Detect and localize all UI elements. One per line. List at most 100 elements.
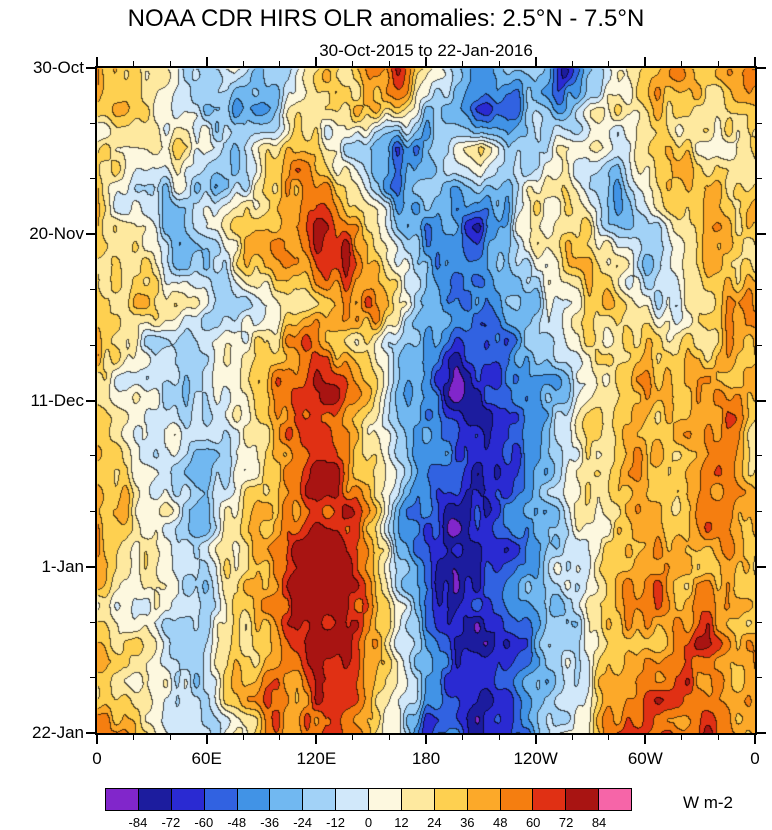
x-tick-label: 60W — [627, 749, 663, 768]
tick-mark — [90, 621, 95, 623]
colorbar-cell — [105, 788, 139, 811]
tick-mark — [757, 122, 762, 124]
tick-mark — [757, 565, 766, 568]
tick-mark — [757, 233, 766, 236]
tick-mark — [352, 61, 354, 66]
x-tick-label: 120E — [296, 749, 337, 768]
tick-mark — [86, 565, 95, 568]
tick-mark — [534, 57, 537, 66]
tick-mark — [90, 178, 95, 180]
colorbar-tick-label: 84 — [591, 815, 607, 830]
tick-mark — [86, 732, 95, 734]
tick-mark — [388, 61, 390, 66]
x-tick-label: 120W — [513, 749, 558, 768]
tick-mark — [757, 677, 762, 679]
tick-mark — [754, 57, 756, 66]
tick-mark — [571, 61, 573, 66]
y-tick-label: 30-Oct — [32, 58, 84, 77]
tick-mark — [169, 61, 171, 66]
tick-mark — [86, 399, 95, 402]
colorbar-cell — [400, 788, 435, 811]
tick-mark — [86, 233, 95, 236]
x-tick-label: 0 — [750, 749, 760, 768]
tick-mark — [571, 735, 573, 740]
tick-mark — [315, 735, 318, 744]
tick-mark — [96, 735, 98, 744]
tick-mark — [608, 735, 610, 740]
colorbar-cell — [598, 788, 632, 811]
tick-mark — [462, 735, 464, 740]
colorbar-tick-label: -84 — [128, 815, 148, 830]
tick-mark — [717, 61, 719, 66]
chart-subtitle: 30-Oct-2015 to 22-Jan-2016 — [319, 41, 533, 60]
tick-mark — [96, 57, 98, 66]
tick-mark — [757, 178, 762, 180]
tick-mark — [498, 61, 500, 66]
tick-mark — [754, 735, 756, 744]
plot-area — [95, 66, 757, 735]
units-label: W m-2 — [682, 793, 734, 812]
colorbar-tick-label: 72 — [558, 815, 574, 830]
tick-mark — [133, 735, 135, 740]
tick-mark — [681, 735, 683, 740]
colorbar — [105, 788, 632, 811]
tick-mark — [242, 735, 244, 740]
colorbar-tick-label: -48 — [227, 815, 247, 830]
x-tick-label: 0 — [92, 749, 102, 768]
tick-mark — [90, 510, 95, 512]
tick-mark — [242, 61, 244, 66]
colorbar-tick-label: -60 — [194, 815, 214, 830]
colorbar-tick-label: 36 — [460, 815, 475, 830]
tick-mark — [205, 57, 208, 66]
y-tick-label: 1-Jan — [41, 556, 84, 576]
tick-mark — [352, 735, 354, 740]
tick-mark — [90, 455, 95, 457]
y-tick-label: 11-Dec — [30, 390, 84, 410]
tick-mark — [498, 735, 500, 740]
tick-mark — [757, 67, 766, 69]
tick-mark — [86, 67, 95, 69]
y-tick-label: 22-Jan — [32, 723, 84, 742]
tick-mark — [315, 57, 318, 66]
tick-mark — [644, 735, 647, 744]
tick-mark — [425, 735, 427, 744]
x-tick-label: 60E — [191, 749, 222, 768]
tick-mark — [279, 735, 281, 740]
colorbar-cell — [203, 788, 238, 811]
colorbar-tick-label: 48 — [493, 815, 508, 830]
tick-mark — [279, 61, 281, 66]
tick-mark — [681, 61, 683, 66]
colorbar-tick-label: 12 — [394, 815, 409, 830]
tick-mark — [757, 399, 766, 402]
colorbar-tick-label: -12 — [326, 815, 345, 830]
tick-mark — [757, 732, 766, 734]
colorbar-tick-label: -72 — [161, 815, 181, 830]
colorbar-tick-label: -24 — [293, 815, 313, 830]
tick-mark — [90, 289, 95, 291]
tick-mark — [757, 510, 762, 512]
colorbar-cell — [269, 788, 304, 811]
colorbar-cell — [433, 788, 468, 811]
tick-mark — [205, 735, 208, 744]
colorbar-cell — [565, 788, 600, 811]
y-tick-label: 20-Nov — [29, 224, 84, 244]
tick-mark — [90, 122, 95, 124]
tick-mark — [644, 57, 647, 66]
tick-mark — [757, 289, 762, 291]
tick-mark — [90, 677, 95, 679]
colorbar-cell — [137, 788, 172, 811]
tick-mark — [388, 735, 390, 740]
colorbar-cell — [302, 788, 337, 811]
tick-mark — [608, 61, 610, 66]
colorbar-cell — [335, 788, 369, 811]
colorbar-tick-label: 60 — [525, 815, 541, 830]
tick-mark — [169, 735, 171, 740]
tick-mark — [717, 735, 719, 740]
tick-mark — [133, 61, 135, 66]
colorbar-cell — [170, 788, 205, 811]
colorbar-tick-label: 24 — [427, 815, 442, 830]
colorbar-cell — [532, 788, 567, 811]
tick-mark — [90, 344, 95, 346]
tick-mark — [757, 621, 762, 623]
